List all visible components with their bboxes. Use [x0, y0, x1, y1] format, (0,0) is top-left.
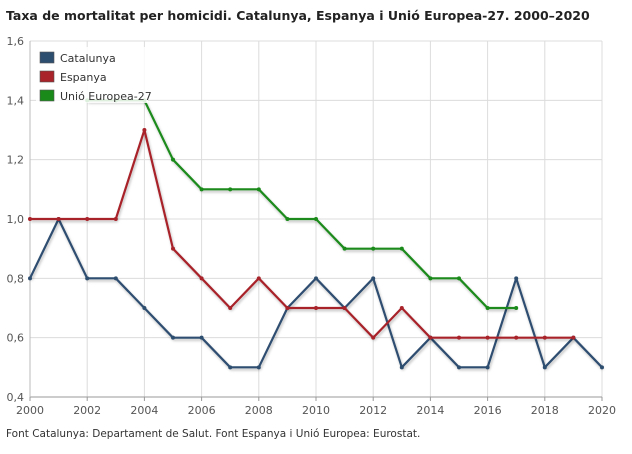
legend-item[interactable]: Unió Europea-27: [39, 89, 152, 103]
data-point[interactable]: [514, 335, 519, 340]
data-point[interactable]: [171, 335, 175, 340]
data-point[interactable]: [399, 246, 404, 251]
x-tick-label: 2014: [416, 404, 444, 417]
data-point[interactable]: [228, 306, 233, 310]
source-note: Font Catalunya: Departament de Salut. Fo…: [6, 428, 421, 440]
x-tick-label: 2006: [188, 404, 216, 417]
x-tick-label: 2016: [474, 404, 502, 417]
data-point[interactable]: [342, 306, 347, 310]
data-point[interactable]: [428, 276, 433, 281]
data-point[interactable]: [171, 246, 175, 251]
x-tick-label: 2010: [302, 404, 330, 417]
data-point[interactable]: [256, 365, 261, 370]
data-point[interactable]: [485, 306, 490, 310]
data-point[interactable]: [485, 335, 490, 340]
data-point[interactable]: [113, 276, 118, 281]
series-line[interactable]: [30, 128, 574, 339]
series-espanya[interactable]: [28, 128, 576, 340]
data-point[interactable]: [371, 246, 376, 251]
legend-swatch: [39, 51, 55, 64]
data-point[interactable]: [342, 246, 347, 251]
data-point[interactable]: [285, 306, 290, 310]
data-point[interactable]: [600, 365, 604, 370]
data-point[interactable]: [171, 157, 175, 162]
data-point[interactable]: [199, 187, 204, 192]
legend-item[interactable]: Catalunya: [39, 51, 116, 65]
data-point[interactable]: [113, 217, 118, 221]
x-tick-label: 2000: [16, 404, 44, 417]
x-tick-label: 2012: [359, 404, 387, 417]
data-point[interactable]: [285, 217, 290, 221]
x-tick-label: 2008: [245, 404, 273, 417]
data-point[interactable]: [228, 365, 233, 370]
data-point[interactable]: [542, 365, 547, 370]
data-point[interactable]: [228, 187, 233, 192]
data-point[interactable]: [542, 335, 547, 340]
y-tick-label: 1,6: [7, 35, 25, 48]
data-point[interactable]: [56, 217, 61, 221]
y-tick-label: 0,4: [7, 391, 25, 404]
data-point[interactable]: [314, 276, 318, 281]
chart-title: Taxa de mortalitat per homicidi. Catalun…: [6, 8, 590, 23]
y-tick-label: 1,0: [7, 213, 25, 226]
data-point[interactable]: [457, 276, 461, 281]
legend-swatch: [39, 70, 55, 83]
data-point[interactable]: [142, 128, 147, 132]
data-point[interactable]: [314, 217, 318, 221]
data-point[interactable]: [85, 217, 90, 221]
data-point[interactable]: [514, 306, 519, 310]
x-tick-label: 2020: [588, 404, 616, 417]
data-point[interactable]: [371, 335, 376, 340]
data-point[interactable]: [514, 276, 519, 281]
legend-label: Catalunya: [60, 52, 116, 65]
x-tick-label: 2004: [130, 404, 158, 417]
data-point[interactable]: [428, 335, 433, 340]
y-tick-label: 1,2: [7, 154, 25, 167]
data-point[interactable]: [571, 335, 576, 340]
legend-box: [36, 47, 148, 103]
y-tick-label: 0,8: [7, 272, 25, 285]
y-tick-label: 0,6: [7, 332, 25, 345]
data-point[interactable]: [457, 365, 461, 370]
data-point[interactable]: [457, 335, 461, 340]
y-tick-label: 1,4: [7, 94, 25, 107]
legend-label: Unió Europea-27: [60, 90, 152, 103]
data-point[interactable]: [399, 365, 404, 370]
data-point[interactable]: [256, 187, 261, 192]
data-point[interactable]: [485, 365, 490, 370]
data-point[interactable]: [371, 276, 376, 281]
legend[interactable]: Catalunya Espanya Unió Europea-27: [36, 47, 152, 103]
x-tick-label: 2018: [531, 404, 559, 417]
legend-swatch: [39, 89, 55, 102]
data-point[interactable]: [28, 276, 32, 281]
data-point[interactable]: [85, 276, 90, 281]
data-point[interactable]: [142, 306, 147, 310]
data-point[interactable]: [256, 276, 261, 281]
data-point[interactable]: [314, 306, 318, 310]
series-line[interactable]: [87, 99, 517, 310]
axes: 0,4 0,6 0,8 1,0 1,2 1,4 1,6 2000 2002 2004 2006 200…: [7, 35, 617, 417]
x-tick-label: 2002: [73, 404, 101, 417]
data-point[interactable]: [199, 276, 204, 281]
data-point[interactable]: [199, 335, 204, 340]
legend-label: Espanya: [60, 71, 107, 84]
data-point[interactable]: [28, 217, 32, 221]
data-point[interactable]: [399, 306, 404, 310]
legend-item[interactable]: Espanya: [39, 70, 107, 84]
